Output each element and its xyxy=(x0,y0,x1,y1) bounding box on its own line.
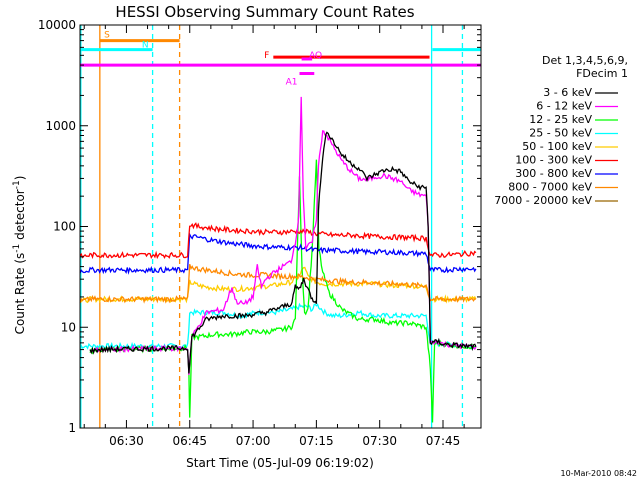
chart-title: HESSI Observing Summary Count Rates xyxy=(115,3,414,21)
series-line-1 xyxy=(89,96,477,376)
plot-background xyxy=(80,25,481,428)
x-axis-label: Start Time (05-Jul-09 06:19:02) xyxy=(186,456,374,470)
footer-timestamp: 10-Mar-2010 08:42 xyxy=(561,469,638,478)
y-axis-label-sup1: -1 xyxy=(12,244,22,253)
series-line-5 xyxy=(79,222,477,260)
annotation-label-1: N xyxy=(142,41,149,51)
y-axis-label-part1: Count Rate (s xyxy=(13,253,27,335)
annotation-label-4: AQ xyxy=(309,51,322,61)
annotation-label-6: A1 xyxy=(286,78,298,88)
legend-label-3: 25 - 50 keV xyxy=(529,127,592,140)
x-tick-label-1: 06:45 xyxy=(172,434,207,448)
legend-header-line1: Det 1,3,4,5,6,9, xyxy=(542,54,628,67)
y-tick-label-3: 1000 xyxy=(45,119,76,133)
y-tick-label-2: 100 xyxy=(53,220,76,234)
annotation-bars: S N F AQ A1 xyxy=(80,31,481,88)
y-tick-label-1: 10 xyxy=(61,320,76,334)
y-axis-label-part2: detector xyxy=(13,189,27,244)
x-tick-label-5: 07:45 xyxy=(426,434,461,448)
plot-area xyxy=(80,25,481,428)
annotation-label-0: S xyxy=(104,31,110,41)
legend-label-0: 3 - 6 keV xyxy=(543,86,592,99)
y-tick-label-4: 10000 xyxy=(38,18,76,32)
y-tick-label-0: 1 xyxy=(68,421,76,435)
y-axis-label-part3: ) xyxy=(13,176,27,181)
x-tick-label-3: 07:15 xyxy=(299,434,334,448)
legend-label-4: 50 - 100 keV xyxy=(522,140,592,153)
legend-label-8: 7000 - 20000 keV xyxy=(494,194,592,207)
series-lines xyxy=(79,96,477,423)
legend-label-6: 300 - 800 keV xyxy=(515,167,592,180)
legend-label-2: 12 - 25 keV xyxy=(529,113,592,126)
series-line-7 xyxy=(79,264,477,304)
y-axis-label: Count Rate (s-1 detector-1) xyxy=(12,176,27,335)
series-line-6 xyxy=(79,232,477,275)
legend-header-line2: FDecim 1 xyxy=(576,67,628,80)
x-tick-label-4: 07:30 xyxy=(362,434,397,448)
x-tick-label-2: 07:00 xyxy=(236,434,271,448)
legend-label-7: 800 - 7000 keV xyxy=(508,181,592,194)
legend-label-1: 6 - 12 keV xyxy=(536,100,592,113)
x-tick-label-0: 06:30 xyxy=(109,434,144,448)
legend-label-5: 100 - 300 keV xyxy=(515,154,592,167)
annotation-label-3: F xyxy=(264,51,269,61)
series-line-0 xyxy=(89,131,477,374)
y-axis-label-sup2: -1 xyxy=(12,180,22,189)
axes: 06:30 06:45 07:00 07:15 07:30 07:45 1 10 100 1000… xyxy=(38,18,482,448)
